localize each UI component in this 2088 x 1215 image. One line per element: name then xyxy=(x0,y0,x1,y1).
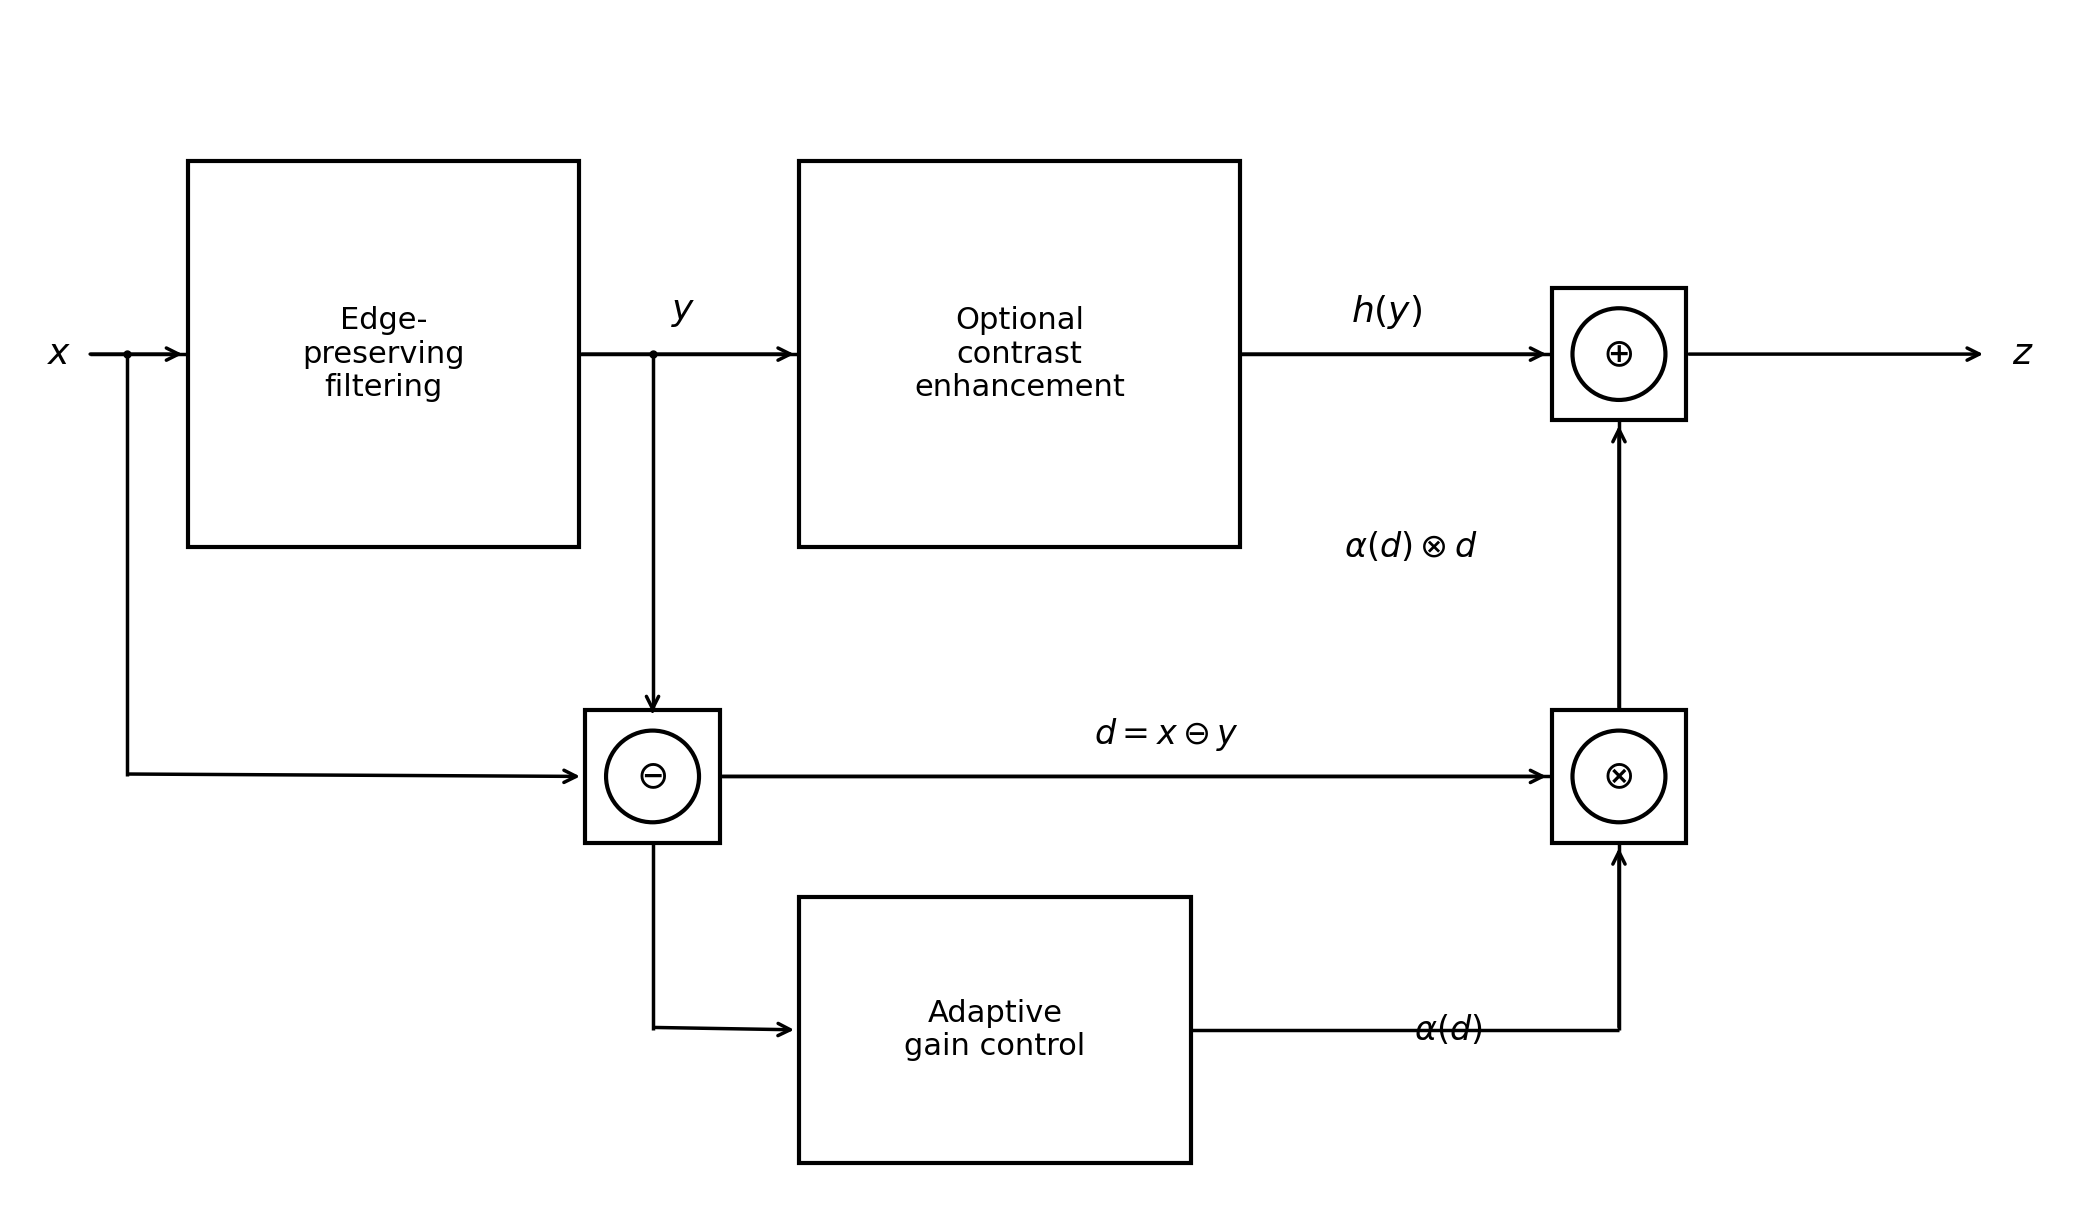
Text: $d = x \ominus y$: $d = x \ominus y$ xyxy=(1094,716,1238,753)
Text: $\alpha(d)$: $\alpha(d)$ xyxy=(1414,1013,1482,1047)
Text: Adaptive
gain control: Adaptive gain control xyxy=(904,999,1086,1061)
Text: Edge-
preserving
filtering: Edge- preserving filtering xyxy=(303,306,466,402)
Text: Optional
contrast
enhancement: Optional contrast enhancement xyxy=(915,306,1125,402)
Text: $h(y)$: $h(y)$ xyxy=(1351,293,1422,330)
Text: $y$: $y$ xyxy=(670,295,695,329)
Circle shape xyxy=(1572,309,1666,400)
Bar xyxy=(800,162,1240,547)
Text: $\alpha(d) \otimes d$: $\alpha(d) \otimes d$ xyxy=(1345,530,1478,564)
Text: $z$: $z$ xyxy=(2013,337,2034,371)
Circle shape xyxy=(606,730,699,823)
Text: $x$: $x$ xyxy=(46,337,71,371)
Bar xyxy=(800,897,1190,1163)
Bar xyxy=(1551,288,1687,420)
Text: ⊗: ⊗ xyxy=(1604,757,1635,796)
Text: ⊕: ⊕ xyxy=(1604,335,1635,373)
Bar xyxy=(188,162,578,547)
Bar xyxy=(585,710,720,843)
Bar xyxy=(1551,710,1687,843)
Circle shape xyxy=(1572,730,1666,823)
Text: ⊖: ⊖ xyxy=(637,757,668,796)
